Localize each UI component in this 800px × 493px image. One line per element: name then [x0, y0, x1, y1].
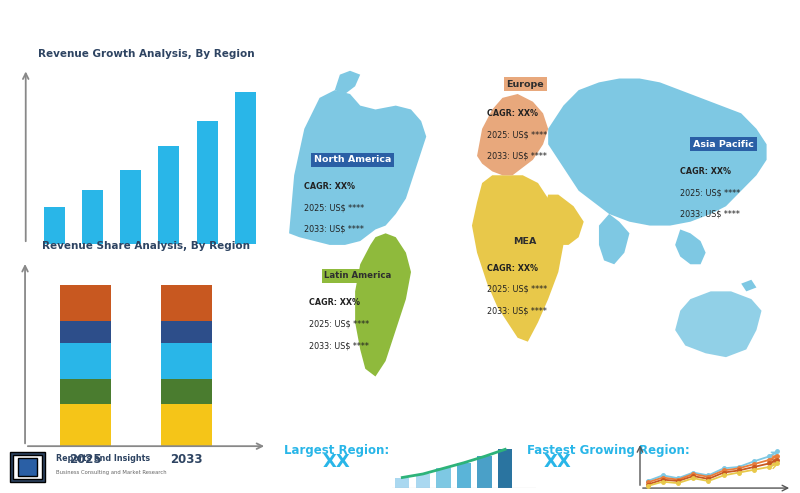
Title: Revenue Share Analysis, By Region: Revenue Share Analysis, By Region [42, 242, 250, 251]
Bar [197, 121, 218, 244]
Text: 2025: US$ ****: 2025: US$ **** [310, 320, 370, 329]
Text: 2033: US$ ****: 2033: US$ **** [487, 306, 547, 315]
Text: CAGR: XX%: CAGR: XX% [310, 298, 360, 308]
Polygon shape [675, 291, 762, 357]
Bar [60, 321, 110, 343]
Polygon shape [548, 78, 766, 226]
Bar [436, 468, 450, 488]
Bar [234, 92, 256, 244]
Text: CAGR: XX%: CAGR: XX% [680, 167, 731, 176]
Polygon shape [477, 94, 548, 176]
Bar [60, 285, 110, 321]
Text: 2033: US$ ****: 2033: US$ **** [310, 341, 370, 350]
Text: Asia Pacific: Asia Pacific [693, 140, 754, 149]
FancyBboxPatch shape [13, 456, 42, 479]
Text: 2025: US$ ****: 2025: US$ **** [487, 130, 547, 139]
Polygon shape [335, 71, 360, 94]
Bar [161, 343, 211, 379]
Bar [416, 474, 430, 488]
Text: GLOBAL CARBONYL NICKEL POWDER MARKET REGIONAL LEVEL ANALYSIS: GLOBAL CARBONYL NICKEL POWDER MARKET REG… [10, 25, 523, 37]
Text: Reports and Insights: Reports and Insights [56, 455, 150, 463]
Text: XX: XX [323, 454, 350, 471]
Bar [395, 478, 410, 488]
Bar [498, 449, 512, 488]
Text: 2025: US$ ****: 2025: US$ **** [304, 204, 365, 212]
Bar [161, 404, 211, 446]
Polygon shape [675, 229, 706, 264]
Text: Largest Region:: Largest Region: [284, 444, 390, 457]
Bar [161, 285, 211, 321]
Text: CAGR: XX%: CAGR: XX% [304, 182, 355, 191]
Bar [60, 379, 110, 404]
Text: XX: XX [544, 454, 571, 471]
Bar [82, 190, 103, 244]
Text: 2025: US$ ****: 2025: US$ **** [680, 188, 740, 197]
Bar [478, 457, 492, 488]
Text: Latin America: Latin America [324, 271, 391, 281]
Polygon shape [543, 195, 584, 245]
Text: 2033: US$ ****: 2033: US$ **** [487, 151, 547, 160]
Text: Fastest Growing Region:: Fastest Growing Region: [526, 444, 690, 457]
Polygon shape [472, 176, 563, 342]
Polygon shape [599, 214, 630, 264]
Text: CAGR: XX%: CAGR: XX% [487, 264, 538, 273]
Text: MEA: MEA [514, 237, 537, 246]
Bar [161, 379, 211, 404]
Text: CAGR: XX%: CAGR: XX% [487, 109, 538, 118]
Bar [44, 207, 65, 244]
Polygon shape [355, 233, 411, 377]
Title: Revenue Growth Analysis, By Region: Revenue Growth Analysis, By Region [38, 49, 254, 59]
Bar [158, 145, 179, 244]
Polygon shape [742, 280, 757, 291]
Polygon shape [289, 90, 426, 245]
Bar [60, 343, 110, 379]
Text: 2025: US$ ****: 2025: US$ **** [487, 285, 547, 294]
Text: North America: North America [314, 155, 391, 164]
Text: 2033: US$ ****: 2033: US$ **** [304, 225, 364, 234]
Text: Europe: Europe [506, 80, 544, 89]
Bar [161, 321, 211, 343]
Bar [60, 404, 110, 446]
Text: Business Consulting and Market Research: Business Consulting and Market Research [56, 470, 166, 475]
FancyBboxPatch shape [18, 458, 37, 476]
Text: 2033: US$ ****: 2033: US$ **** [680, 210, 740, 218]
Bar [457, 463, 471, 488]
Bar [120, 170, 142, 244]
FancyBboxPatch shape [10, 453, 45, 482]
